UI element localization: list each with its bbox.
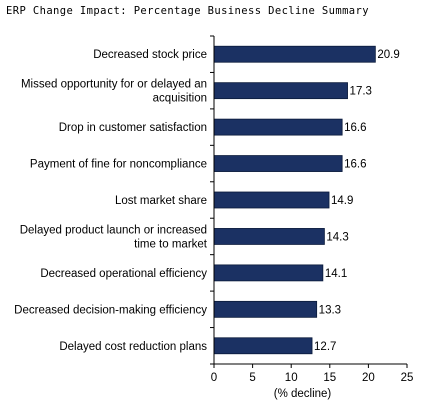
data-label: 17.3 bbox=[350, 86, 372, 98]
bar bbox=[213, 82, 348, 100]
category-label: Decreased operational efficiency bbox=[40, 268, 207, 280]
x-tick-label: 0 bbox=[211, 372, 217, 384]
bar bbox=[213, 118, 343, 136]
x-tick-label: 25 bbox=[401, 372, 414, 384]
bar bbox=[213, 228, 325, 245]
data-label: 14.1 bbox=[325, 268, 347, 280]
category-label: acquisition bbox=[153, 93, 207, 105]
category-label: Delayed cost reduction plans bbox=[59, 341, 207, 353]
bar bbox=[213, 264, 324, 282]
x-tick-label: 5 bbox=[249, 372, 255, 384]
category-label: Missed opportunity for or delayed an bbox=[21, 79, 207, 91]
data-label: 14.3 bbox=[326, 231, 348, 243]
x-axis-label: (% decline) bbox=[274, 388, 332, 400]
category-label: Lost market share bbox=[115, 195, 207, 207]
category-label: Decreased stock price bbox=[93, 49, 207, 61]
data-label: 12.7 bbox=[314, 341, 336, 353]
data-label: 16.6 bbox=[344, 122, 366, 134]
bar bbox=[213, 300, 318, 318]
bar bbox=[213, 191, 330, 209]
category-label: Delayed product launch or increased bbox=[20, 224, 207, 236]
bar bbox=[213, 45, 376, 63]
data-label: 14.9 bbox=[331, 195, 353, 207]
category-label: time to market bbox=[134, 238, 208, 250]
x-tick-label: 20 bbox=[362, 372, 375, 384]
bar bbox=[213, 337, 313, 355]
data-label: 16.6 bbox=[344, 159, 366, 171]
data-label: 13.3 bbox=[319, 304, 341, 316]
category-label: Drop in customer satisfaction bbox=[59, 122, 207, 134]
x-tick-label: 10 bbox=[285, 372, 298, 384]
bar bbox=[213, 155, 343, 172]
category-label: Decreased decision-making efficiency bbox=[14, 304, 207, 316]
data-label: 20.9 bbox=[377, 49, 399, 61]
x-tick-label: 15 bbox=[323, 372, 336, 384]
chart-title: ERP Change Impact: Percentage Business D… bbox=[6, 5, 369, 17]
category-label: Payment of fine for noncompliance bbox=[30, 159, 207, 171]
